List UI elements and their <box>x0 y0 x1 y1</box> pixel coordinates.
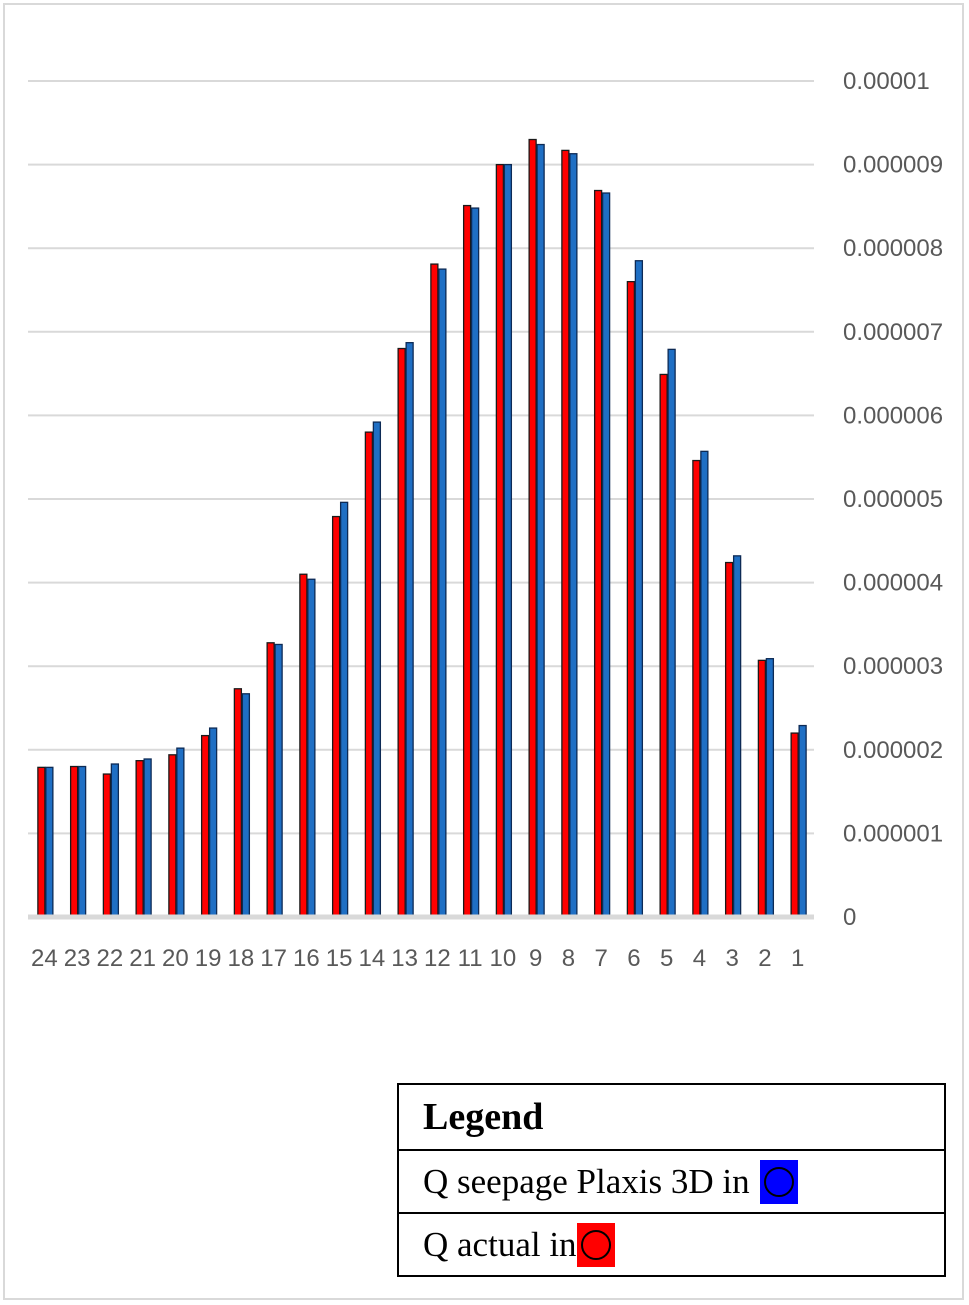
legend-entry-actual: Q actual in <box>399 1214 944 1275</box>
x-tick-label: 22 <box>97 945 124 972</box>
bar-q-seepage-plaxis <box>405 342 414 918</box>
y-tick-label: 0 <box>843 904 856 931</box>
legend-entry-plaxis: Q seepage Plaxis 3D in <box>399 1151 944 1214</box>
x-tick-label: 13 <box>391 945 418 972</box>
bar-q-actual <box>37 766 46 918</box>
chart-frame <box>3 3 964 1300</box>
x-tick-label: 6 <box>627 945 640 972</box>
y-tick-label: 0.000009 <box>843 152 943 179</box>
x-tick-label: 1 <box>791 945 804 972</box>
bar-q-seepage-plaxis <box>372 421 382 918</box>
bar-q-seepage-plaxis <box>503 163 513 918</box>
x-tick-label: 5 <box>660 945 673 972</box>
bar-q-seepage-plaxis <box>241 693 251 918</box>
bar-q-seepage-plaxis <box>470 207 480 918</box>
bar-q-actual <box>69 765 79 918</box>
bar-q-seepage-plaxis <box>438 268 447 918</box>
legend-swatch-blue-icon <box>759 1159 798 1204</box>
gridlines <box>28 80 814 835</box>
x-tick-label: 14 <box>359 945 386 972</box>
x-tick-label: 10 <box>490 945 517 972</box>
bar-q-actual <box>135 760 144 918</box>
x-tick-label: 19 <box>195 945 222 972</box>
y-tick-label: 0.000002 <box>843 737 943 764</box>
bar-q-actual <box>462 204 472 918</box>
bar-q-seepage-plaxis <box>208 727 218 918</box>
x-tick-label: 8 <box>562 945 575 972</box>
bar-q-actual <box>790 732 799 918</box>
x-tick-label: 11 <box>458 945 483 972</box>
x-tick-label: 17 <box>260 945 287 972</box>
x-tick-label: 2 <box>758 945 771 972</box>
y-tick-label: 0.000007 <box>843 319 943 346</box>
x-tick-label: 23 <box>64 945 91 972</box>
bar-q-actual <box>692 459 701 918</box>
x-tick-label: 15 <box>326 945 353 972</box>
bar-q-actual <box>331 515 341 918</box>
x-tick-label: 3 <box>725 945 738 972</box>
x-tick-label: 16 <box>293 945 320 972</box>
y-tick-label: 0.00001 <box>843 68 930 95</box>
bar-q-actual <box>430 263 439 918</box>
x-tick-label: 4 <box>693 945 706 972</box>
bar-q-actual <box>626 280 636 918</box>
bar-q-actual <box>233 688 243 918</box>
y-tick-label: 0.000004 <box>843 570 943 597</box>
bar-chart: 0 0.000001 0.000002 0.000003 0.000004 0.00000… <box>28 68 943 972</box>
x-tick-label: 24 <box>31 945 58 972</box>
bar-q-seepage-plaxis <box>45 766 54 918</box>
y-tick-label: 0.000005 <box>843 486 943 513</box>
x-tick-label: 21 <box>129 945 156 972</box>
bar-q-seepage-plaxis <box>176 747 185 918</box>
bar-q-seepage-plaxis <box>667 348 676 918</box>
x-tick-label: 9 <box>529 945 542 972</box>
bar-q-seepage-plaxis <box>732 555 742 918</box>
bar-q-seepage-plaxis <box>339 501 349 918</box>
legend: Legend Q seepage Plaxis 3D in Q actual i… <box>397 1083 946 1277</box>
bar-q-seepage-plaxis <box>700 450 709 918</box>
bar-q-seepage-plaxis <box>798 724 807 918</box>
bar-q-seepage-plaxis <box>143 758 152 918</box>
bar-q-seepage-plaxis <box>634 260 644 918</box>
legend-title: Legend <box>399 1085 944 1151</box>
x-tick-label: 12 <box>424 945 451 972</box>
y-tick-label: 0.000008 <box>843 235 943 262</box>
bar-q-actual <box>266 642 275 918</box>
bar-q-actual <box>561 149 570 918</box>
legend-label-actual: Q actual in <box>423 1224 577 1264</box>
y-axis-tick-labels: 0 0.000001 0.000002 0.000003 0.000004 0.00000… <box>843 68 943 931</box>
bar-q-seepage-plaxis <box>601 192 611 918</box>
bar-q-actual <box>299 573 308 918</box>
bar-q-actual <box>757 659 767 918</box>
bars <box>37 138 807 918</box>
legend-label-plaxis: Q seepage Plaxis 3D in <box>423 1161 750 1201</box>
y-tick-label: 0.000001 <box>843 820 943 847</box>
x-tick-label: 18 <box>228 945 255 972</box>
bar-q-seepage-plaxis <box>77 765 87 918</box>
legend-swatch-red-icon <box>576 1222 615 1267</box>
bar-q-actual <box>364 431 374 918</box>
bar-q-actual <box>102 773 112 918</box>
bar-q-seepage-plaxis <box>110 763 120 918</box>
x-axis-tick-labels: 24 23 22 21 20 19 18 17 16 15 14 13 12 11 10 9 8 7 6 5 4 3 2 1 <box>31 945 804 972</box>
bar-q-seepage-plaxis <box>536 143 545 918</box>
bar-q-actual <box>397 347 406 918</box>
bar-q-actual <box>495 163 505 918</box>
bar-q-actual <box>593 189 603 918</box>
bar-q-actual <box>168 754 177 918</box>
y-tick-label: 0.000003 <box>843 653 943 680</box>
bar-q-seepage-plaxis <box>307 578 316 918</box>
bar-q-seepage-plaxis <box>569 153 578 918</box>
bar-q-actual <box>659 373 668 918</box>
x-tick-label: 20 <box>162 945 189 972</box>
bar-q-actual <box>528 138 537 918</box>
x-tick-label: 7 <box>594 945 607 972</box>
bar-q-actual <box>724 561 734 918</box>
bar-q-seepage-plaxis <box>765 658 775 918</box>
bar-q-seepage-plaxis <box>274 643 283 918</box>
y-tick-label: 0.000006 <box>843 402 943 429</box>
bar-q-actual <box>200 734 210 918</box>
